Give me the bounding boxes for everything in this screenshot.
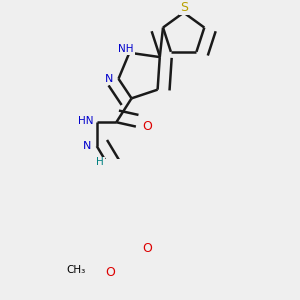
Text: CH₃: CH₃ (67, 265, 86, 275)
Text: O: O (142, 120, 152, 133)
Text: HN: HN (78, 116, 94, 126)
Text: O: O (105, 266, 115, 279)
Text: O: O (142, 242, 152, 255)
Text: NH: NH (118, 44, 134, 54)
Text: N: N (83, 141, 92, 151)
Text: S: S (180, 1, 188, 13)
Text: H: H (96, 158, 104, 167)
Text: N: N (105, 74, 113, 84)
